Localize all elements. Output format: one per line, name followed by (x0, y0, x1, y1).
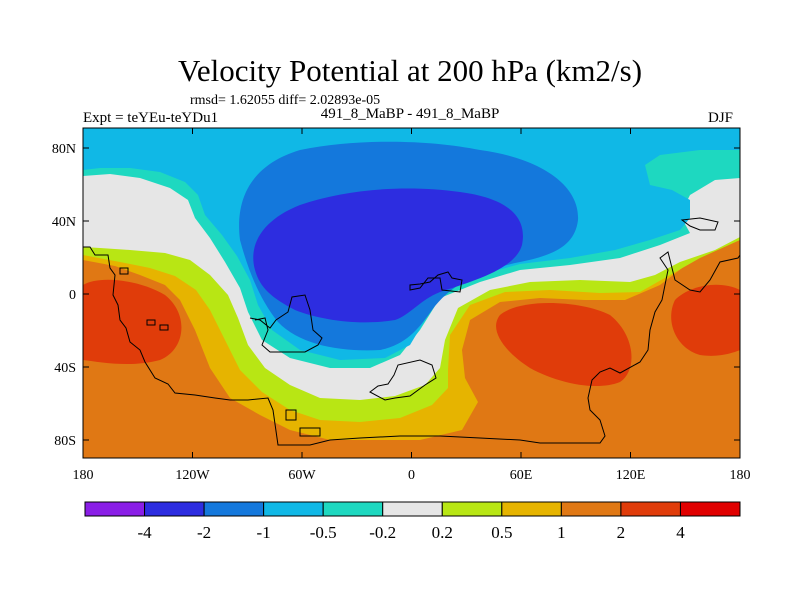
lat-tick-label: 40N (52, 215, 76, 230)
coastline-arctic-islands (680, 217, 719, 231)
colorbar: -4 -2 -1 -0.5 -0.2 0.2 0.5 1 2 4 (84, 501, 741, 542)
axis-tick-marks (82, 128, 741, 458)
latitude-tick-labels: 80N 40N 0 40S 80S (52, 142, 76, 449)
lon-tick-label: 0 (408, 468, 415, 483)
colorbar-swatch (620, 501, 681, 517)
lon-tick-label: 180 (730, 468, 751, 483)
contour-band-2-to-4-west (83, 279, 182, 365)
colorbar-label: -0.5 (310, 523, 337, 542)
lat-tick-label: 80S (54, 434, 76, 449)
lat-tick-label: 80N (52, 142, 76, 157)
colorbar-swatch (203, 501, 265, 517)
coastline-central-america (249, 294, 323, 353)
lon-tick-label: 60W (288, 468, 316, 483)
experiment-label: Expt = teYEu-teYDu1 (83, 110, 219, 126)
lon-tick-label: 120W (175, 468, 210, 483)
contour-band-2-to-4-east (496, 302, 632, 387)
colorbar-swatch (382, 501, 443, 517)
coastline-america (83, 246, 740, 446)
lon-tick-label: 60E (510, 468, 533, 483)
contour-band-2-to-4-dateline (671, 284, 740, 356)
rmsd-diff-stats: rmsd= 1.62055 diff= 2.02893e-05 (190, 93, 381, 108)
colorbar-label: -1 (257, 523, 271, 542)
colorbar-label: 0.2 (432, 523, 453, 542)
colorbar-label: 1 (557, 523, 566, 542)
coastline-antarctic-peninsula (369, 359, 437, 401)
coastline-outlines (83, 217, 740, 446)
colorbar-swatch (560, 501, 622, 517)
colorbar-label: -4 (137, 523, 152, 542)
colorbar-label: 2 (617, 523, 626, 542)
figure-title: Velocity Potential at 200 hPa (km2/s) (177, 53, 643, 88)
coastline-africa-north (409, 271, 463, 293)
colorbar-swatch (144, 501, 205, 517)
colorbar-swatch (84, 501, 146, 517)
colorbar-swatch (441, 501, 503, 517)
coastline-north-pacific (119, 267, 129, 275)
lon-tick-label: 180 (73, 468, 94, 483)
contour-band-minus4-to-minus2 (253, 188, 523, 323)
colorbar-swatch (322, 501, 384, 517)
lat-tick-label: 40S (54, 361, 76, 376)
coastline-antarctica (285, 409, 321, 437)
longitude-tick-labels: 180 120W 60W 0 60E 120E 180 (73, 468, 751, 483)
contour-fill-layers (83, 128, 740, 458)
colorbar-label: -0.2 (369, 523, 396, 542)
colorbar-swatch (263, 501, 324, 517)
colorbar-label: 0.5 (491, 523, 512, 542)
season-label: DJF (708, 110, 734, 126)
lat-tick-label: 0 (69, 288, 76, 303)
colorbar-label: 4 (676, 523, 685, 542)
colorbar-swatch (501, 501, 562, 517)
lon-tick-label: 120E (616, 468, 646, 483)
coastline-small-island (146, 319, 169, 331)
colorbar-swatch (679, 501, 741, 517)
run-label: 491_8_MaBP - 491_8_MaBP (320, 106, 500, 122)
colorbar-label: -2 (197, 523, 211, 542)
